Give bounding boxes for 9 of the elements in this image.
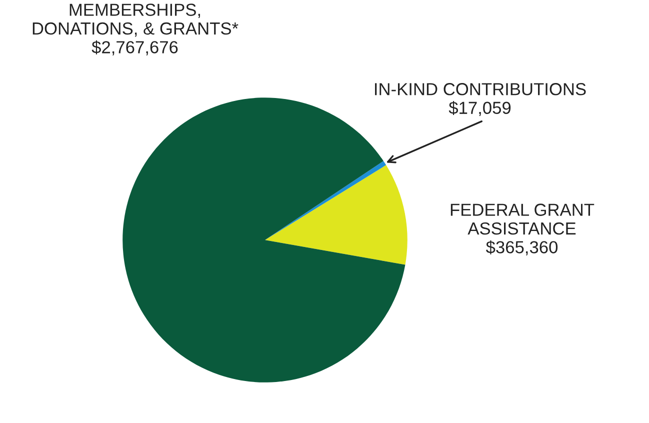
- pie-slice: [265, 165, 408, 265]
- pie-slice: [265, 160, 386, 240]
- slice-label: FEDERAL GRANT ASSISTANCE: [450, 204, 594, 235]
- data-label: $2,767,676: [92, 40, 178, 56]
- slice-label: IN-KIND CONTRIBUTIONS: [375, 83, 586, 96]
- pie-slice: [122, 98, 406, 382]
- data-label: $365,360: [486, 240, 558, 256]
- data-label: $17,059: [448, 100, 511, 116]
- slice-label: MEMBERSHIPS, DONATIONS, & GRANTS*: [32, 4, 238, 37]
